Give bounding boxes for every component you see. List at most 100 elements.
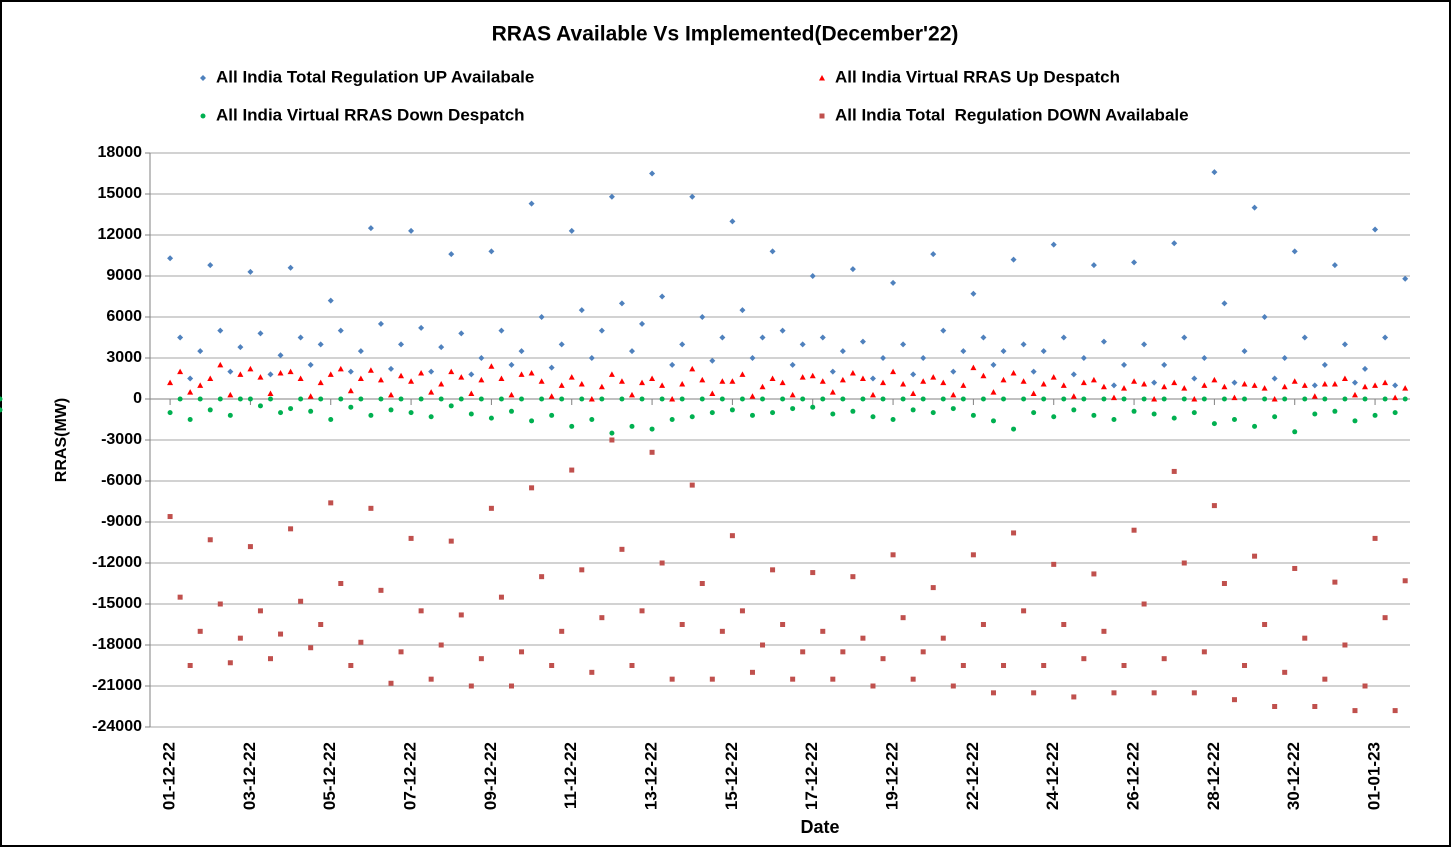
x-tick-label: 01-01-23 [1365,742,1384,810]
data-point [910,676,916,682]
data-point [318,396,324,402]
data-point [669,417,675,422]
data-point [1161,656,1167,662]
data-point [298,396,304,402]
data-point [1372,535,1378,541]
data-point [418,396,424,402]
data-point [338,396,344,402]
data-point [257,374,264,380]
data-point [1231,697,1237,703]
data-point [559,396,565,402]
data-point [307,361,314,368]
data-point [207,375,214,381]
data-point [197,396,203,402]
data-point [1110,382,1117,389]
y-tick-label: -15000 [92,595,142,612]
data-point [1362,683,1368,689]
data-point [639,608,645,614]
data-point [1061,396,1067,402]
data-point [298,598,304,604]
data-point [1221,581,1227,586]
data-point [217,327,224,334]
data-point [1181,385,1188,391]
data-point [729,378,736,384]
data-point [418,608,424,614]
x-tick-label: 15-12-22 [722,742,741,810]
data-point [749,412,755,418]
data-point [478,396,484,402]
data-point [519,649,525,655]
data-point [217,396,223,402]
data-point [1362,396,1368,402]
data-point [970,412,976,418]
data-point [900,396,906,402]
data-point [337,365,344,372]
data-point [528,370,535,376]
data-point [880,656,886,662]
x-tick-label: 09-12-22 [481,742,500,810]
data-point [418,324,425,331]
x-tick-label: 26-12-22 [1124,742,1143,810]
data-point [1111,417,1117,422]
data-point [869,375,876,382]
data-point [1241,380,1248,387]
data-point [207,407,213,413]
data-point [1262,622,1268,627]
data-point [1021,396,1027,402]
data-point [1131,527,1137,533]
data-point [529,485,535,491]
data-point [1121,396,1127,402]
data-point [679,380,686,387]
data-point [197,628,203,634]
data-point [177,334,184,341]
data-point [468,683,474,689]
x-tick-label: 03-12-22 [240,742,259,810]
data-point [1311,393,1318,399]
data-point [1100,383,1107,390]
data-point [267,390,274,397]
data-point [1282,669,1288,675]
data-point [800,396,806,402]
data-point [1100,338,1107,345]
data-point [819,334,826,341]
data-point [1281,383,1288,390]
data-point [990,418,996,424]
data-point [1011,426,1017,432]
data-point [1251,204,1258,211]
data-point [267,396,273,402]
data-point [910,390,917,397]
data-point [1181,396,1187,402]
data-point [308,645,314,651]
data-point [288,526,294,532]
data-point [659,396,665,402]
data-point [348,663,354,668]
data-point [1331,380,1338,387]
data-point [217,361,224,368]
y-tick-label: 15000 [98,185,143,202]
data-point [1271,375,1278,382]
data-point [1331,262,1338,269]
data-point [529,418,535,424]
data-point [799,374,806,380]
data-point [759,383,766,390]
data-point [669,676,675,682]
data-point [830,411,836,417]
data-point [1060,334,1067,341]
data-point [608,193,615,200]
data-point [699,314,706,320]
data-point [539,574,545,580]
data-point [1091,412,1097,418]
y-axis-label: RRAS(MW) [53,398,70,482]
data-point [368,505,374,511]
data-point [468,390,475,397]
data-point [569,423,575,429]
data-point [1372,412,1378,418]
data-point [1141,380,1148,387]
data-point [1201,649,1207,655]
data-point [739,396,745,402]
data-point [398,372,405,379]
data-point [167,410,173,416]
data-point [809,273,816,279]
x-tick-label: 07-12-22 [401,742,420,810]
